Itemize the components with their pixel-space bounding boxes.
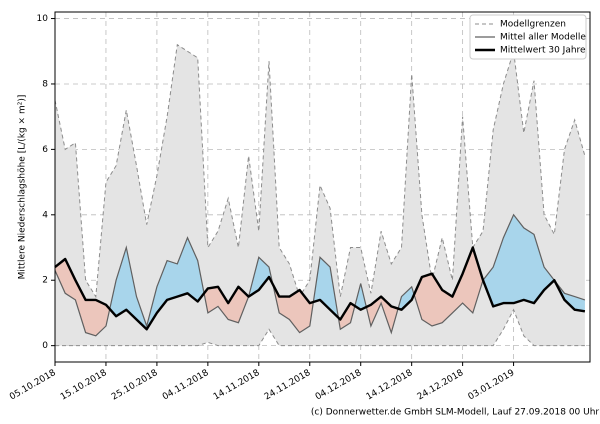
climate-mean-line — [54, 246, 586, 331]
x-tick-label: 15.10.2018 — [59, 368, 109, 403]
x-tick-label: 24.11.2018 — [263, 368, 313, 403]
x-tick-label: 04.11.2018 — [161, 368, 211, 403]
legend-label: Mittelwert 30 Jahre — [500, 46, 586, 56]
x-tick-label: 25.10.2018 — [110, 368, 160, 403]
y-tick-label: 8 — [42, 79, 48, 89]
footer: (c) Donnerwetter.de GmbH SLM-Modell, Lau… — [311, 408, 600, 418]
x-tick-label: 03.01.2019 — [467, 368, 517, 403]
y-axis-label: Mittlere Niederschlagshöhe [L/(kg × m²)] — [18, 95, 28, 280]
x-tick-label: 05.10.2018 — [8, 368, 58, 403]
y-tick-label: 0 — [42, 341, 48, 351]
model-mean-line — [54, 213, 586, 337]
x-tick-label: 14.12.2018 — [365, 368, 415, 403]
y-tick-label: 6 — [42, 145, 48, 155]
x-tick-label: 24.12.2018 — [416, 368, 466, 403]
y-tick-label: 10 — [37, 14, 49, 24]
x-tick-label: 04.12.2018 — [314, 368, 364, 403]
legend-label: Modellgrenzen — [500, 20, 566, 30]
model-range-upper — [54, 43, 586, 299]
plot-frame — [54, 11, 591, 363]
y-tick-label: 2 — [42, 276, 48, 286]
legend-box — [469, 14, 587, 60]
legend-label: Mittel aller Modelle — [500, 33, 586, 43]
x-tick-label: 14.11.2018 — [212, 368, 262, 403]
y-tick-label: 4 — [42, 210, 48, 220]
model-range-lower — [55, 308, 585, 347]
